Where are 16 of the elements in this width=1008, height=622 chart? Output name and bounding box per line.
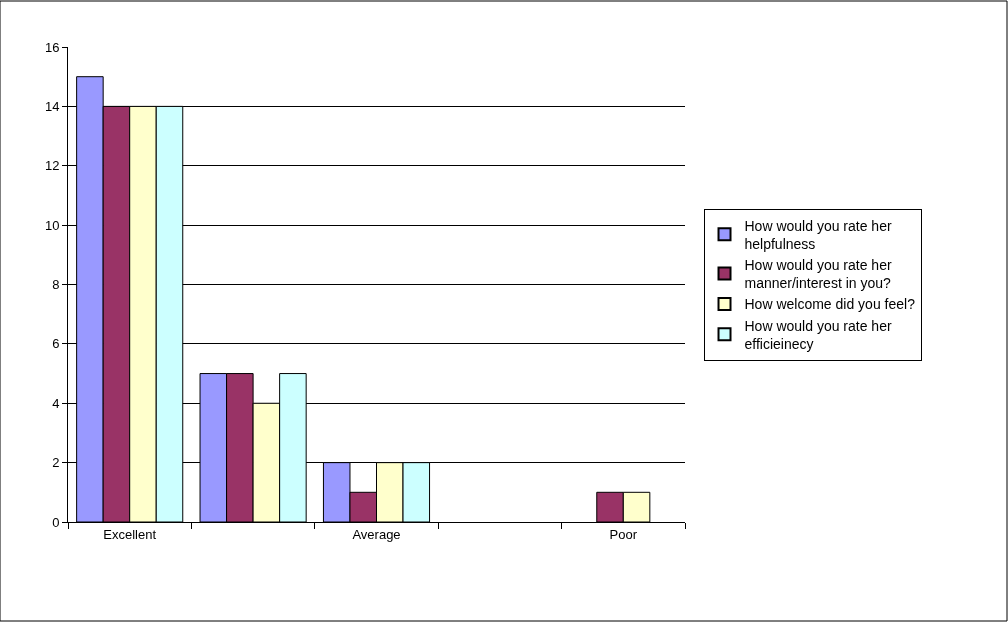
legend-label: How would you rate her helpfulness <box>744 217 892 252</box>
x-tick-label: Excellent <box>103 526 157 542</box>
legend-label: How would you rate her manner/interest in you? <box>744 256 892 292</box>
y-tick-label: 12 <box>44 158 60 174</box>
y-tick-label: 10 <box>44 217 60 233</box>
y-tick-label: 0 <box>52 514 60 530</box>
y-tick-label: 8 <box>52 277 60 293</box>
y-tick-label: 2 <box>52 455 60 471</box>
legend-label: How welcome did you feel? <box>744 296 916 313</box>
legend-label: How would you rate her efficieinecy <box>744 317 892 352</box>
y-tick-label: 14 <box>44 98 60 114</box>
y-tick-label: 6 <box>52 336 60 352</box>
x-tick-label: Poor <box>609 526 638 542</box>
x-tick-label: Average <box>352 526 401 542</box>
y-tick-label: 4 <box>52 395 60 411</box>
y-tick-label: 16 <box>44 39 60 55</box>
